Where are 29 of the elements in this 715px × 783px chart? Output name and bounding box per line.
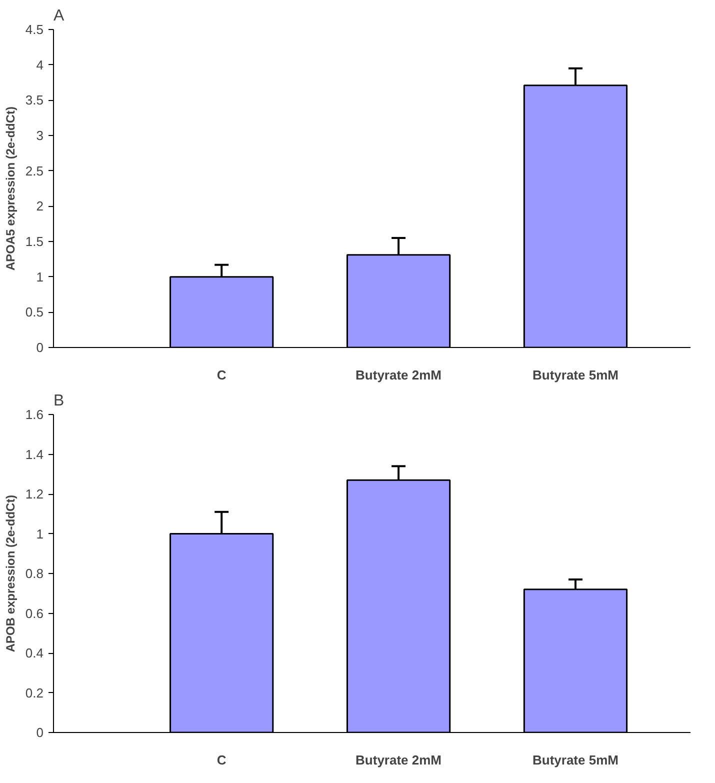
y-tick-label: 4 bbox=[36, 57, 44, 72]
y-tick-label: 2 bbox=[36, 198, 44, 214]
x-tick-label: Butyrate 2mM bbox=[356, 752, 442, 768]
y-tick-label: 0.5 bbox=[25, 304, 44, 320]
y-tick-label: 1 bbox=[36, 526, 44, 542]
x-tick-label: Butyrate 5mM bbox=[532, 368, 618, 382]
y-tick-label: 4.5 bbox=[25, 22, 44, 37]
y-axis-title: APOB expression (2e-ddCt) bbox=[3, 494, 18, 652]
y-tick-label: 1.4 bbox=[25, 446, 44, 462]
x-tick-label: C bbox=[216, 368, 227, 382]
y-tick-label: 1 bbox=[36, 269, 44, 284]
y-tick-label: 0.8 bbox=[25, 566, 44, 581]
chart-title: B bbox=[54, 392, 64, 410]
x-tick-label: C bbox=[216, 752, 227, 768]
y-tick-label: 0.4 bbox=[25, 646, 44, 660]
y-tick-label: 0.6 bbox=[25, 606, 44, 621]
y-tick-label: 0 bbox=[36, 725, 44, 740]
y-tick-label: 2.5 bbox=[25, 163, 44, 178]
y-tick-label: 1.5 bbox=[25, 234, 44, 249]
y-tick-label: 1.2 bbox=[25, 486, 44, 502]
y-axis-title: APOA5 expression (2e-ddCt) bbox=[3, 106, 18, 271]
y-tick-label: 0.2 bbox=[25, 685, 44, 700]
x-tick-label: Butyrate 2mM bbox=[356, 368, 442, 382]
y-tick-label: 1.6 bbox=[25, 407, 44, 422]
y-tick-label: 3 bbox=[36, 128, 44, 143]
y-tick-label: 0 bbox=[36, 340, 44, 355]
y-tick-label: 3.5 bbox=[25, 92, 44, 108]
x-tick-label: Butyrate 5mM bbox=[532, 752, 618, 768]
chart-title: A bbox=[54, 8, 64, 24]
